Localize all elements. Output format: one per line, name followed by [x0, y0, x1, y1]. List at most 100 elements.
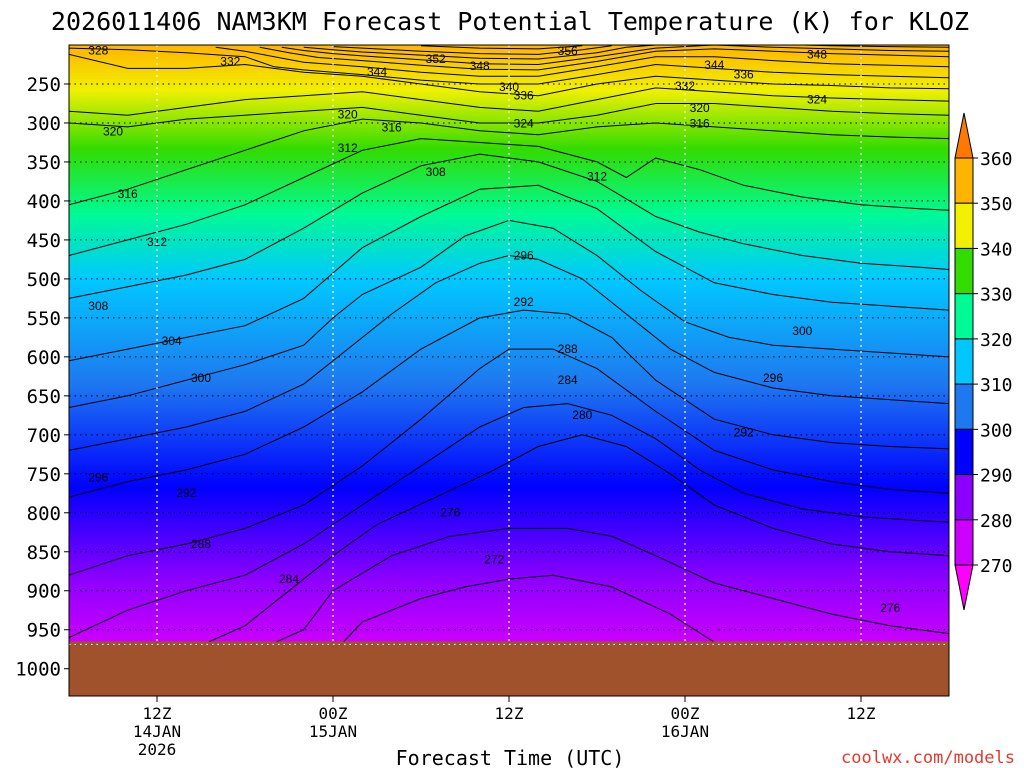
- contour-label-2: 320: [103, 124, 123, 138]
- contour-label-13: 272: [484, 553, 504, 567]
- y-tick-label-0: 250: [27, 74, 61, 96]
- contour-label-7: 300: [191, 371, 211, 385]
- y-tick-label-2: 350: [27, 152, 61, 174]
- y-axis: 250 300 350 400 450 500 550 600 650 700 750 800 850 9…: [15, 74, 69, 681]
- colorbar: 270 280 290 300 310 320 330 340 350 360: [954, 112, 1013, 611]
- contour-284-3: [69, 403, 949, 638]
- contour-label-36: 344: [704, 58, 724, 72]
- contour-label-39: 296: [763, 371, 783, 385]
- colorbar-bin-2: [954, 247, 974, 295]
- contour-label-14: 280: [572, 408, 592, 422]
- contour-label-41: 276: [880, 601, 900, 615]
- y-tick-label-3: 400: [27, 191, 61, 213]
- contour-label-18: 296: [514, 248, 534, 262]
- y-tick-label-12: 850: [27, 542, 61, 564]
- contour-label-8: 296: [88, 471, 108, 485]
- x-tick-label-3-0: 00Z: [671, 704, 700, 723]
- y-tick-label-8: 650: [27, 386, 61, 408]
- x-tick-label-0-1: 14JAN: [133, 722, 181, 741]
- contour-label-40: 292: [734, 425, 754, 439]
- x-tick-label-4-0: 12Z: [847, 704, 876, 723]
- plot-area: 328 332 320 316 312 308 304 300 296 292 288 284 276 2…: [69, 43, 949, 696]
- y-tick-label-10: 750: [27, 464, 61, 486]
- contour-labels: 328 332 320 316 312 308 304 300 296 292 288 284 276 2…: [88, 43, 900, 615]
- contour-label-34: 332: [675, 79, 695, 93]
- colorbar-label-9: 360: [980, 149, 1013, 170]
- y-tick-label-9: 700: [27, 425, 61, 447]
- colorbar-label-3: 300: [980, 420, 1013, 441]
- contour-label-26: 344: [367, 65, 387, 79]
- contour-312-10: [69, 138, 949, 256]
- contour-label-27: 348: [470, 59, 490, 73]
- colorbar-top-extend: [954, 112, 974, 159]
- colorbar-bin-4: [954, 338, 974, 385]
- contour-308-9: [69, 153, 949, 299]
- y-tick-label-11: 800: [27, 503, 61, 525]
- contour-280-2: [69, 434, 949, 662]
- contour-288-4: [69, 348, 949, 576]
- colorbar-bin-5: [954, 383, 974, 430]
- contour-label-10: 288: [191, 537, 211, 551]
- contour-label-23: 324: [514, 117, 534, 131]
- contour-336-16: [215, 46, 949, 77]
- contour-label-37: 348: [807, 47, 827, 61]
- contour-label-17: 292: [514, 295, 534, 309]
- contour-340-17: [259, 46, 949, 71]
- y-tick-label-6: 550: [27, 308, 61, 330]
- y-tick-label-13: 900: [27, 581, 61, 603]
- chart-title: 2026011406 NAM3KM Forecast Potential Tem…: [51, 7, 969, 36]
- contour-label-28: 352: [426, 52, 446, 66]
- grid-lines: [69, 45, 949, 696]
- colorbar-bin-7: [954, 474, 974, 521]
- contour-356-21: [420, 45, 583, 50]
- contour-label-5: 308: [88, 299, 108, 313]
- y-tick-label-7: 600: [27, 347, 61, 369]
- x-tick-label-1-0: 00Z: [319, 704, 348, 723]
- watermark: coolwx.com/models: [841, 748, 1015, 768]
- contour-352-20: [332, 45, 612, 55]
- contour-348-19: [303, 45, 949, 60]
- contour-324-13: [69, 87, 949, 116]
- contour-label-0: 328: [88, 43, 108, 57]
- contour-label-6: 304: [162, 334, 182, 348]
- contour-label-24: 336: [514, 89, 534, 103]
- y-tick-label-4: 450: [27, 230, 61, 252]
- colorbar-label-5: 320: [980, 330, 1013, 351]
- contour-label-30: 312: [587, 170, 607, 184]
- contour-label-38: 300: [792, 324, 812, 338]
- x-tick-label-0-0: 12Z: [143, 704, 172, 723]
- contour-276-1: [69, 527, 949, 662]
- contour-label-21: 316: [382, 121, 402, 135]
- contour-label-33: 324: [807, 93, 827, 107]
- contour-label-35: 336: [734, 68, 754, 82]
- colorbar-label-8: 350: [980, 194, 1013, 215]
- colorbar-label-4: 310: [980, 375, 1013, 396]
- colorbar-label-0: 270: [980, 556, 1013, 577]
- contour-label-19: 308: [426, 165, 446, 179]
- ground-surface: [69, 641, 949, 696]
- colorbar-bin-6: [954, 428, 974, 476]
- contour-label-22: 320: [338, 107, 358, 121]
- contour-label-9: 292: [176, 486, 196, 500]
- colorbar-bin-0: [954, 157, 974, 204]
- contour-304-8: [69, 184, 949, 362]
- x-tick-label-1-1: 15JAN: [309, 722, 357, 741]
- contour-label-32: 316: [690, 117, 710, 131]
- contour-316-11: [69, 118, 949, 206]
- contour-label-4: 312: [147, 235, 167, 249]
- contour-label-31: 320: [690, 101, 710, 115]
- colorbar-label-7: 340: [980, 239, 1013, 260]
- contour-label-15: 284: [558, 373, 578, 387]
- contour-label-12: 276: [440, 506, 460, 520]
- y-tick-label-1: 300: [27, 113, 61, 135]
- y-tick-label-14: 950: [27, 620, 61, 642]
- colorbar-bottom-extend: [954, 564, 974, 611]
- contour-label-11: 284: [279, 572, 299, 586]
- contour-292-5: [69, 309, 949, 498]
- y-tick-label-5: 500: [27, 269, 61, 291]
- x-tick-label-3-1: 16JAN: [661, 722, 709, 741]
- contour-344-18: [281, 45, 949, 66]
- colorbar-label-1: 280: [980, 511, 1013, 532]
